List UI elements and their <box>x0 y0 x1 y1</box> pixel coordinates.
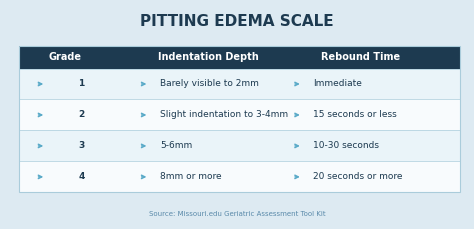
Text: 20 seconds or more: 20 seconds or more <box>313 172 403 181</box>
Text: Grade: Grade <box>49 52 82 62</box>
Text: PITTING EDEMA SCALE: PITTING EDEMA SCALE <box>140 14 334 29</box>
Text: 15 seconds or less: 15 seconds or less <box>313 110 397 120</box>
Bar <box>19 99 460 131</box>
Text: Slight indentation to 3-4mm: Slight indentation to 3-4mm <box>160 110 288 120</box>
Text: 3: 3 <box>79 142 85 150</box>
Bar <box>19 131 460 161</box>
Bar <box>19 46 460 192</box>
Bar <box>19 68 460 99</box>
Text: Rebound Time: Rebound Time <box>321 52 400 62</box>
Text: 8mm or more: 8mm or more <box>160 172 222 181</box>
Text: 5-6mm: 5-6mm <box>160 142 192 150</box>
Text: 1: 1 <box>79 79 85 88</box>
Text: 10-30 seconds: 10-30 seconds <box>313 142 379 150</box>
Text: Indentation Depth: Indentation Depth <box>158 52 259 62</box>
Text: Barely visible to 2mm: Barely visible to 2mm <box>160 79 259 88</box>
Text: 4: 4 <box>79 172 85 181</box>
Bar <box>19 161 460 192</box>
Text: Source: Missouri.edu Geriatric Assessment Tool Kit: Source: Missouri.edu Geriatric Assessmen… <box>149 211 325 217</box>
Text: Immediate: Immediate <box>313 79 362 88</box>
Bar <box>19 46 460 68</box>
Text: 2: 2 <box>79 110 85 120</box>
